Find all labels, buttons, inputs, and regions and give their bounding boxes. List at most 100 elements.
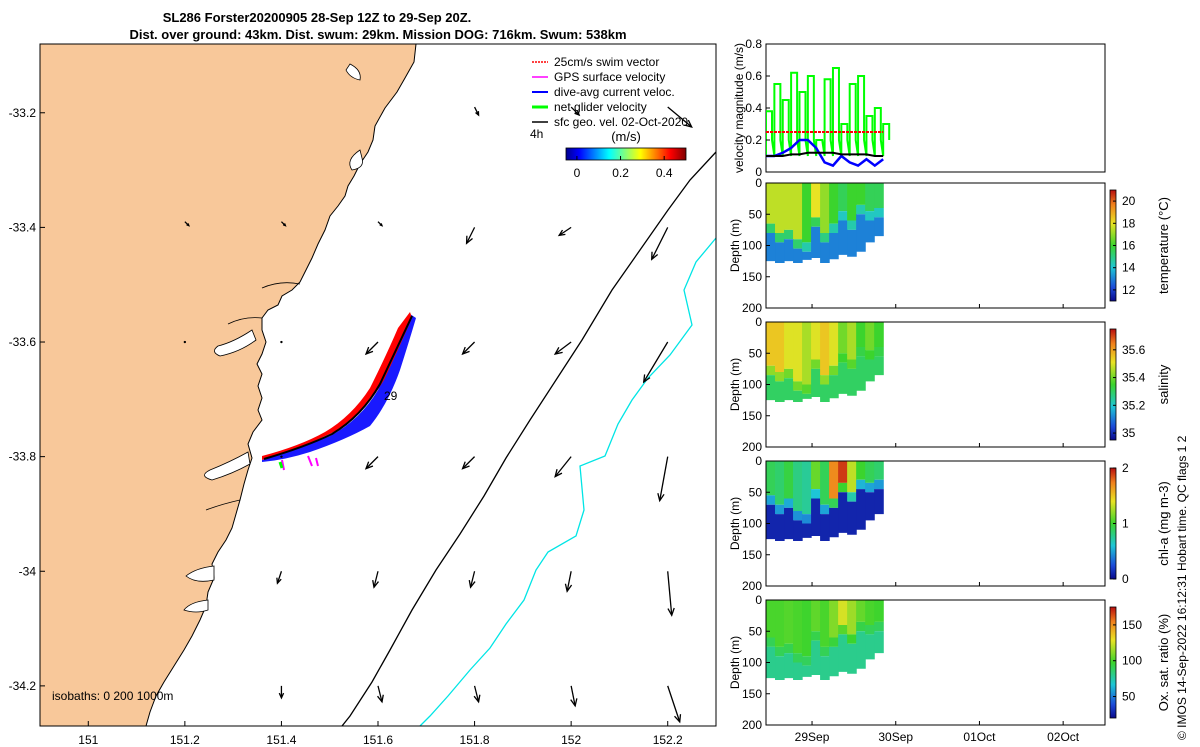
salinity-cell-mid	[865, 350, 875, 360]
salinity-cell-deep	[829, 375, 839, 399]
chl-a-cell-upper	[802, 461, 812, 515]
temperature-cell-upper	[793, 183, 803, 240]
salinity-cell-upper	[847, 322, 857, 360]
geo-vector	[564, 571, 573, 593]
chl-a-cell-mid	[802, 514, 812, 524]
chl-a-cell-mid	[775, 504, 785, 515]
geo-vector	[557, 226, 572, 237]
temperature-cell-deep	[802, 251, 812, 260]
salinity-cell-mid	[820, 375, 830, 385]
map-ytick-label: -33.2	[9, 106, 37, 120]
chl-a-cell-deep	[775, 514, 785, 541]
chl-a-cell-mid	[838, 482, 848, 493]
time-xtick-label: 30Sep	[878, 730, 913, 744]
oxygen-cell-mid	[829, 637, 839, 647]
temperature-cell-mid	[766, 223, 776, 233]
oxygen-cell-deep	[793, 662, 803, 680]
chl-a-cell-mid	[856, 479, 866, 490]
oxygen-cell-mid	[838, 625, 848, 635]
chl-a-cell-deep	[847, 501, 857, 535]
geo-vector	[473, 685, 481, 704]
isobath-label: isobaths: 0 200 1000m	[52, 689, 173, 703]
temperature-colorbar-tick-label: 14	[1122, 261, 1136, 275]
salinity-cell-deep	[802, 393, 812, 399]
oxygen-cell-deep	[829, 646, 839, 677]
velocity-ytick-label: 0.8	[745, 37, 762, 51]
temperature-cell-deep	[784, 239, 794, 262]
chl-a-cell-mid	[874, 479, 884, 490]
oxygen-colorbar-tick-label: 50	[1122, 690, 1136, 704]
time-xtick-label: 29Sep	[795, 730, 830, 744]
oxygen-cell-mid	[874, 621, 884, 632]
chl-a-ytick-label: 0	[755, 454, 762, 468]
chl-a-cell-mid	[811, 489, 821, 499]
geo-vector	[642, 341, 669, 384]
oxygen-cell-mid	[811, 631, 821, 641]
temperature-cell-deep	[856, 214, 866, 252]
salinity-cell-upper	[775, 322, 785, 372]
oxygen-ylabel: Depth (m)	[728, 636, 742, 689]
chl-a-cell-mid	[829, 498, 839, 508]
temperature-cell-upper	[829, 183, 839, 224]
oxygen-section-data	[766, 600, 884, 680]
velocity-series-net	[766, 67, 891, 157]
temperature-cell-upper	[865, 183, 875, 212]
salinity-ytick-label: 200	[742, 440, 762, 454]
temperature-ytick-label: 50	[749, 207, 763, 221]
chl-a-colorbar-tick-label: 2	[1122, 461, 1129, 475]
inlet-6	[183, 599, 209, 613]
velocity-frame	[765, 43, 1106, 173]
oxygen-cell-deep	[838, 634, 848, 672]
chl-a-cell-upper	[874, 461, 884, 480]
geo-vector	[468, 571, 476, 589]
geo-vector	[465, 227, 476, 245]
geo-vector	[372, 571, 379, 589]
oxygen-colorbar: 50 100 150 Ox. sat. ratio (%)	[1109, 606, 1171, 719]
map-legend: 25cm/s swim vector GPS surface velocity …	[532, 55, 688, 129]
chl-a-cell-deep	[784, 507, 794, 540]
map-xtick-label: 151.8	[460, 733, 490, 747]
salinity-cell-upper	[820, 322, 830, 376]
oxygen-colorbar-tick-label: 100	[1122, 654, 1142, 668]
salinity-cell-mid	[838, 353, 848, 363]
time-xtick-label: 02Oct	[1047, 730, 1080, 744]
salinity-cell-mid	[793, 381, 803, 391]
chl-a-cell-upper	[784, 461, 794, 499]
chl-a-colorbar-tick-label: 1	[1122, 517, 1129, 531]
legend-item-swim: 25cm/s swim vector	[532, 55, 659, 69]
inlet-3	[214, 329, 257, 357]
geo-vector	[280, 455, 283, 458]
temperature-cell-mid	[838, 211, 848, 221]
salinity-colorbar-tick-label: 35.4	[1122, 371, 1146, 385]
time-xtick-label: 01Oct	[963, 730, 996, 744]
oxygen-cell-mid	[793, 653, 803, 663]
temperature-cell-deep	[847, 229, 857, 257]
time-scale-4h: 4h	[530, 127, 543, 141]
temperature-cell-upper	[838, 183, 848, 212]
oxygen-colorbar-tick-label: 150	[1122, 618, 1142, 632]
legend-item-net: net glider velocity	[532, 100, 647, 114]
temperature-ytick-label: 150	[742, 270, 762, 284]
salinity-colorbar-tick-label: 35.2	[1122, 398, 1146, 412]
geo-vector	[184, 221, 190, 227]
speed-colorbar-tick-label: 0.4	[656, 166, 673, 180]
salinity-colorbar-tick-label: 35	[1122, 426, 1136, 440]
salinity-cell-upper	[811, 322, 821, 360]
oxygen-cell-deep	[874, 631, 884, 654]
salinity-cell-mid	[874, 347, 884, 357]
salinity-cell-upper	[865, 322, 875, 351]
temperature-cell-deep	[874, 217, 884, 237]
salinity-cell-mid	[847, 359, 857, 369]
salinity-cell-deep	[784, 378, 794, 401]
chl-a-cell-upper	[838, 461, 848, 483]
map-xtick-label: 152.2	[653, 733, 683, 747]
geo-vector	[364, 341, 379, 356]
geo-vector	[280, 340, 283, 344]
svg-text:dive-avg current veloc.: dive-avg current veloc.	[554, 85, 675, 99]
velocity-ytick-label: 0.4	[745, 101, 762, 115]
oxygen-cell-upper	[838, 600, 848, 625]
salinity-cell-mid	[802, 384, 812, 394]
chl-a-ylabel: Depth (m)	[728, 497, 742, 550]
chl-a-cell-mid	[820, 504, 830, 515]
salinity-colorbar-bar	[1109, 328, 1117, 441]
